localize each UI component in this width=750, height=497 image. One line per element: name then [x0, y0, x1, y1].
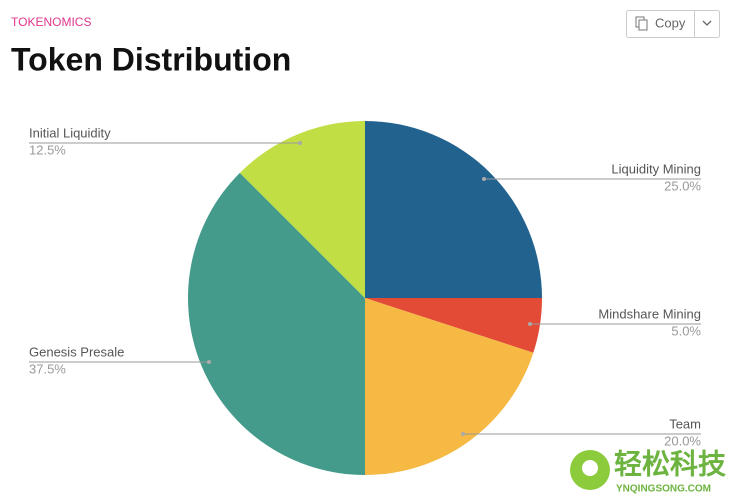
leader-dot: [528, 322, 532, 326]
leader-dot: [207, 360, 211, 364]
watermark: 轻松科技 YNQINGSONG.COM: [570, 448, 726, 495]
copy-icon: [638, 19, 648, 31]
slice-name: Genesis Presale: [29, 344, 124, 359]
dropdown-arrow[interactable]: [702, 20, 712, 26]
slice-value: 20.0%: [664, 433, 701, 448]
slice-name: Initial Liquidity: [29, 125, 111, 140]
leader-dot: [461, 432, 465, 436]
pie-slice: [188, 172, 365, 475]
pie-slice: [365, 298, 534, 475]
watermark-site: YNQINGSONG.COM: [616, 484, 711, 495]
pie-slice: [365, 298, 542, 353]
slice-value: 37.5%: [29, 361, 66, 376]
slice-value: 25.0%: [664, 178, 701, 193]
copy-button-frame: [626, 10, 720, 38]
slice-name: Team: [669, 416, 701, 431]
pie-slice: [365, 121, 542, 298]
watermark-brand: 轻松科技: [614, 448, 726, 479]
copy-label: Copy: [655, 15, 686, 30]
section-label: TOKENOMICS: [11, 15, 91, 29]
slice-name: Mindshare Mining: [598, 306, 701, 321]
chart-title: Token Distribution: [11, 41, 291, 77]
pie-slice: [239, 121, 365, 298]
slice-value: 5.0%: [671, 323, 701, 338]
slice-name: Liquidity Mining: [611, 161, 701, 176]
copy-button[interactable]: Copy: [626, 10, 720, 38]
leader-dot: [482, 177, 486, 181]
slice-value: 12.5%: [29, 142, 66, 157]
watermark-logo: [582, 460, 598, 476]
leader-dot: [298, 141, 302, 145]
